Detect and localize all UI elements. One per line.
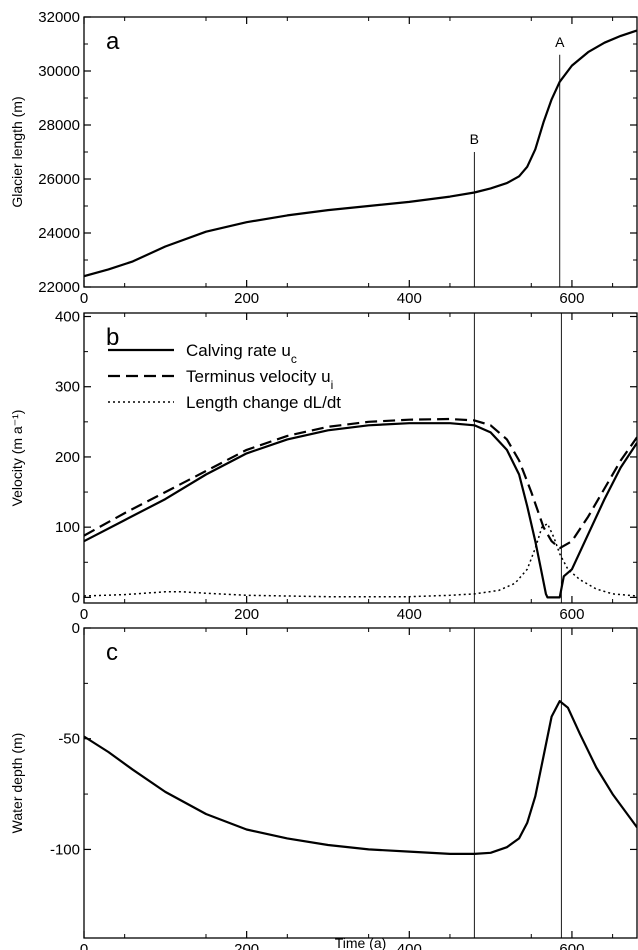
x-tick-label: 200 xyxy=(234,941,259,950)
y-tick-label: -100 xyxy=(50,841,80,858)
x-tick-label: 600 xyxy=(559,941,584,950)
legend-subscript: c xyxy=(291,352,297,366)
series-line-solid xyxy=(84,422,637,599)
series-line-solid xyxy=(84,699,637,856)
y-axis-title: Velocity (m a⁻¹) xyxy=(9,410,25,507)
x-tick-label: 400 xyxy=(397,290,422,307)
y-tick-label: 200 xyxy=(55,449,80,466)
marker-label: A xyxy=(555,34,565,50)
y-tick-label: 24000 xyxy=(38,225,80,242)
x-tick-label: 600 xyxy=(559,290,584,307)
legend-entry: Calving rate uc xyxy=(186,341,297,366)
panel-b-velocity: 0 200 400 600 0 100 200 300 400 Velocity (m a⁻¹) b… xyxy=(9,309,638,623)
panel-c-water-depth: 0 200 400 600 0 -50 -100 Water depth (m) Time (a… xyxy=(9,620,638,950)
x-tick-label: 0 xyxy=(80,290,88,307)
y-tick-label: 0 xyxy=(72,589,80,606)
y-axis-title: Glacier length (m) xyxy=(9,96,25,207)
legend-subscript: i xyxy=(331,378,334,392)
y-tick-label: 28000 xyxy=(38,117,80,134)
x-tick-label: 0 xyxy=(80,941,88,950)
marker-label: B xyxy=(470,131,479,147)
x-tick-label: 600 xyxy=(559,606,584,623)
y-tick-label: 30000 xyxy=(38,63,80,80)
y-tick-label: 26000 xyxy=(38,171,80,188)
plot-frame xyxy=(83,627,638,939)
panel-letter: b xyxy=(106,324,119,351)
y-tick-label: 100 xyxy=(55,519,80,536)
x-tick-label: 400 xyxy=(397,941,422,950)
y-axis-title: Water depth (m) xyxy=(9,733,25,834)
y-tick-label: 22000 xyxy=(38,279,80,296)
x-tick-label: 200 xyxy=(234,290,259,307)
series-line-dotted xyxy=(84,522,637,598)
series-line-dashed xyxy=(84,417,637,550)
x-axis-title: Time (a) xyxy=(335,935,387,950)
y-tick-label: 300 xyxy=(55,379,80,396)
x-tick-label: 400 xyxy=(397,606,422,623)
series-line-solid xyxy=(84,29,637,278)
panel-letter: a xyxy=(106,28,120,55)
legend-entry: Length change dL/dt xyxy=(186,393,341,412)
x-tick-label: 200 xyxy=(234,606,259,623)
y-tick-label: 400 xyxy=(55,309,80,326)
panel-a-glacier-length: 0 200 400 600 22000 24000 26000 28000 30000 32000… xyxy=(9,9,638,307)
plot-frame xyxy=(83,312,638,604)
x-tick-label: 0 xyxy=(80,606,88,623)
y-tick-label: 32000 xyxy=(38,9,80,26)
y-tick-label: 0 xyxy=(72,620,80,637)
panel-letter: c xyxy=(106,639,118,666)
y-tick-label: -50 xyxy=(58,731,80,748)
legend-entry: Terminus velocity ui xyxy=(186,367,333,392)
